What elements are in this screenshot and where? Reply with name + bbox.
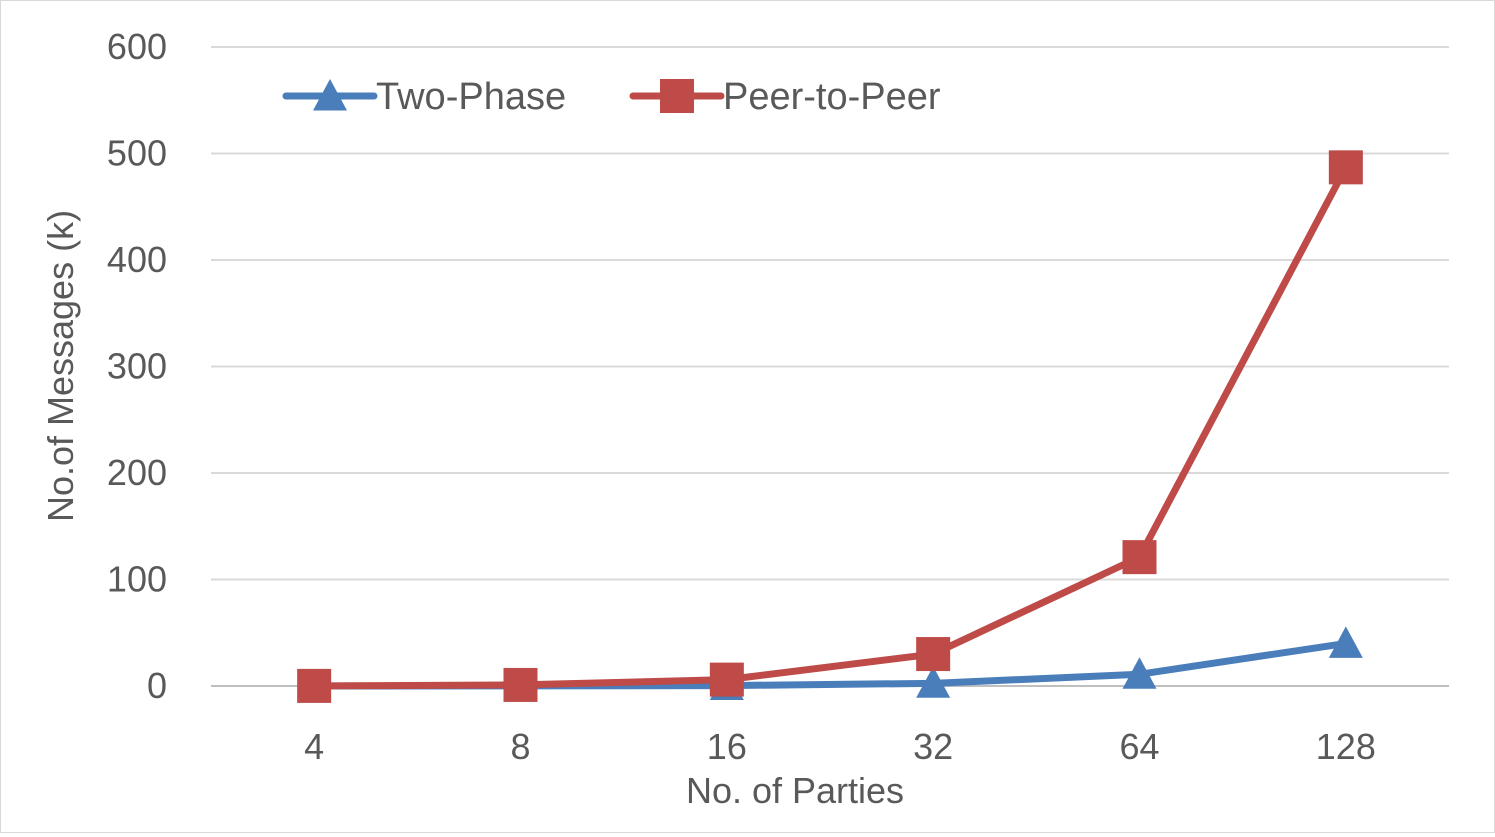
- legend: Two-Phase Peer-to-Peer: [282, 76, 941, 118]
- series-peer-to-peer: [297, 150, 1363, 703]
- x-tick-label: 32: [913, 726, 953, 767]
- data-point-marker: [916, 666, 951, 698]
- y-tick-label: 300: [107, 346, 167, 387]
- y-tick-label: 500: [107, 133, 167, 174]
- legend-item: Two-Phase: [282, 76, 566, 118]
- y-tick-label: 0: [147, 665, 167, 706]
- y-tick-label: 400: [107, 239, 167, 280]
- data-point-marker: [709, 662, 744, 697]
- x-tick-label: 8: [510, 726, 530, 767]
- series-layer: [297, 150, 1363, 703]
- data-point-marker: [1122, 540, 1157, 575]
- legend-item: Peer-to-Peer: [629, 76, 941, 118]
- y-tick-label: 100: [107, 559, 167, 600]
- y-axis-title: No.of Messages (k): [40, 210, 81, 522]
- data-point-marker: [916, 637, 951, 672]
- x-tick-label: 128: [1316, 726, 1376, 767]
- series-line: [310, 163, 1350, 690]
- gridlines: [211, 46, 1449, 687]
- y-tick-labels: 0 100 200 300 400 500 600: [107, 26, 167, 706]
- data-point-marker: [1328, 150, 1363, 185]
- legend-label: Peer-to-Peer: [723, 76, 941, 118]
- x-axis-title: No. of Parties: [686, 770, 904, 811]
- legend-marker: [660, 79, 694, 113]
- y-tick-label: 600: [107, 26, 167, 67]
- data-point-marker: [1328, 626, 1363, 658]
- data-point-marker: [297, 668, 332, 703]
- x-tick-labels: 4 8 16 32 64 128: [304, 726, 1376, 767]
- x-tick-label: 4: [304, 726, 324, 767]
- legend-marker: [313, 79, 347, 111]
- legend-label: Two-Phase: [376, 76, 566, 118]
- x-tick-label: 16: [707, 726, 747, 767]
- y-tick-label: 200: [107, 452, 167, 493]
- data-point-marker: [1122, 657, 1157, 689]
- x-tick-label: 64: [1119, 726, 1159, 767]
- data-point-marker: [503, 667, 538, 702]
